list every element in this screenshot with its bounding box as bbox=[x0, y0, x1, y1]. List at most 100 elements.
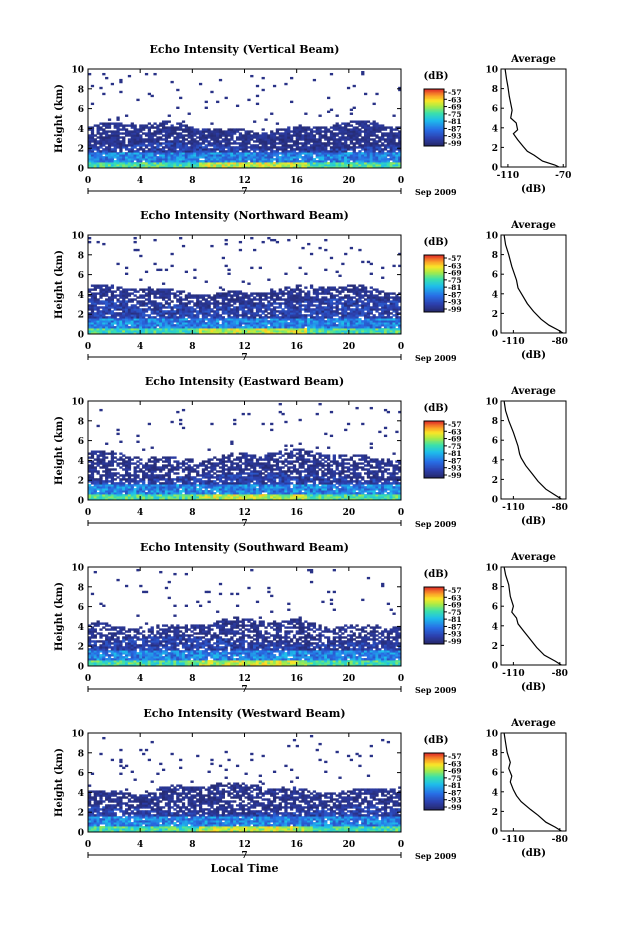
y-tick-label: 4 bbox=[78, 623, 84, 633]
colorbar bbox=[424, 587, 444, 644]
y-tick-label: 10 bbox=[71, 730, 84, 740]
x-tick-label: 4 bbox=[137, 176, 143, 186]
y-axis-label: Height (km) bbox=[54, 84, 65, 153]
average-profile-line bbox=[505, 69, 559, 167]
date-marker: 7 bbox=[241, 519, 247, 529]
x-tick-label: 0 bbox=[398, 840, 404, 850]
average-y-tick-label: 6 bbox=[492, 603, 498, 613]
x-tick-label: 0 bbox=[398, 674, 404, 684]
x-tick-label: 12 bbox=[238, 176, 251, 186]
average-x-label: (dB) bbox=[521, 682, 546, 693]
average-y-tick-label: 4 bbox=[492, 124, 498, 134]
y-tick-label: 2 bbox=[78, 477, 84, 487]
date-label: Sep 2009 bbox=[415, 187, 457, 197]
average-y-tick-label: 2 bbox=[492, 808, 498, 818]
x-tick-label: 12 bbox=[238, 508, 251, 518]
beam-panel-0: Echo Intensity (Vertical Beam) Height (km… bbox=[54, 43, 571, 197]
x-tick-label: 20 bbox=[343, 674, 356, 684]
x-tick-label: 16 bbox=[290, 176, 303, 186]
x-tick-label: 16 bbox=[290, 508, 303, 518]
average-x-tick-label: -70 bbox=[555, 171, 571, 181]
x-tick-label: 8 bbox=[189, 674, 195, 684]
average-y-tick-label: 2 bbox=[492, 642, 498, 652]
beam-panel-3: Echo Intensity (Southward Beam) Height (k… bbox=[54, 541, 568, 695]
average-y-tick-label: 4 bbox=[492, 290, 498, 300]
average-y-tick-label: 0 bbox=[492, 828, 498, 838]
y-tick-label: 2 bbox=[78, 809, 84, 819]
colorbar bbox=[424, 421, 444, 478]
x-tick-label: 0 bbox=[85, 674, 91, 684]
x-tick-label: 12 bbox=[238, 674, 251, 684]
x-tick-label: 4 bbox=[137, 508, 143, 518]
x-tick-label: 0 bbox=[85, 840, 91, 850]
y-tick-label: 4 bbox=[78, 789, 84, 799]
average-y-tick-label: 6 bbox=[492, 271, 498, 281]
average-x-label: (dB) bbox=[521, 516, 546, 527]
average-x-tick-label: -80 bbox=[552, 337, 568, 347]
average-y-tick-label: 0 bbox=[492, 496, 498, 506]
y-tick-label: 6 bbox=[78, 271, 84, 281]
average-title: Average bbox=[510, 54, 556, 65]
x-tick-label: 20 bbox=[343, 176, 356, 186]
x-tick-label: 20 bbox=[343, 508, 356, 518]
x-tick-label: 20 bbox=[343, 342, 356, 352]
average-profile-line bbox=[504, 235, 563, 333]
colorbar-tick-label: -99 bbox=[448, 305, 462, 314]
average-y-tick-label: 0 bbox=[492, 662, 498, 672]
date-label: Sep 2009 bbox=[415, 851, 457, 861]
heatmap-cells bbox=[88, 237, 401, 334]
colorbar-unit: (dB) bbox=[424, 569, 449, 580]
x-tick-label: 12 bbox=[238, 840, 251, 850]
average-title: Average bbox=[510, 386, 556, 397]
y-tick-label: 0 bbox=[78, 663, 84, 673]
x-tick-label: 0 bbox=[85, 508, 91, 518]
x-tick-label: 8 bbox=[189, 840, 195, 850]
average-y-tick-label: 6 bbox=[492, 437, 498, 447]
x-tick-label: 8 bbox=[189, 176, 195, 186]
y-tick-label: 10 bbox=[71, 564, 84, 574]
x-tick-label: 4 bbox=[137, 840, 143, 850]
y-tick-label: 8 bbox=[78, 749, 84, 759]
x-tick-label: 8 bbox=[189, 508, 195, 518]
x-axis-label: Local Time bbox=[211, 862, 279, 875]
date-marker: 7 bbox=[241, 353, 247, 363]
y-tick-label: 0 bbox=[78, 165, 84, 175]
y-tick-label: 6 bbox=[78, 437, 84, 447]
x-tick-label: 4 bbox=[137, 674, 143, 684]
x-tick-label: 0 bbox=[85, 176, 91, 186]
heatmap-cells bbox=[88, 403, 401, 500]
average-y-tick-label: 4 bbox=[492, 788, 498, 798]
y-tick-label: 8 bbox=[78, 583, 84, 593]
x-tick-label: 16 bbox=[290, 342, 303, 352]
beam-panel-2: Echo Intensity (Eastward Beam)Height (km… bbox=[54, 375, 568, 529]
date-marker: 7 bbox=[241, 187, 247, 197]
average-x-tick-label: -80 bbox=[552, 669, 568, 679]
y-axis-label: Height (km) bbox=[54, 582, 65, 651]
average-y-tick-label: 6 bbox=[492, 769, 498, 779]
y-tick-label: 4 bbox=[78, 125, 84, 135]
panel-title: Echo Intensity (Southward Beam) bbox=[140, 541, 349, 554]
average-y-tick-label: 2 bbox=[492, 144, 498, 154]
average-x-label: (dB) bbox=[521, 848, 546, 859]
average-y-tick-label: 4 bbox=[492, 456, 498, 466]
y-tick-label: 0 bbox=[78, 331, 84, 341]
heatmap-cells bbox=[88, 71, 401, 168]
average-x-tick-label: -110 bbox=[502, 669, 525, 679]
colorbar bbox=[424, 89, 444, 146]
x-tick-label: 16 bbox=[290, 840, 303, 850]
average-x-tick-label: -110 bbox=[502, 337, 525, 347]
x-tick-label: 4 bbox=[137, 342, 143, 352]
average-y-tick-label: 8 bbox=[492, 417, 498, 427]
average-y-tick-label: 2 bbox=[492, 310, 498, 320]
panel-title: Echo Intensity (Vertical Beam) bbox=[149, 43, 339, 56]
y-axis-label: Height (km) bbox=[54, 748, 65, 817]
y-tick-label: 6 bbox=[78, 105, 84, 115]
average-y-tick-label: 10 bbox=[485, 398, 498, 408]
colorbar bbox=[424, 753, 444, 810]
average-y-tick-label: 10 bbox=[485, 232, 498, 242]
date-marker: 7 bbox=[241, 851, 247, 861]
